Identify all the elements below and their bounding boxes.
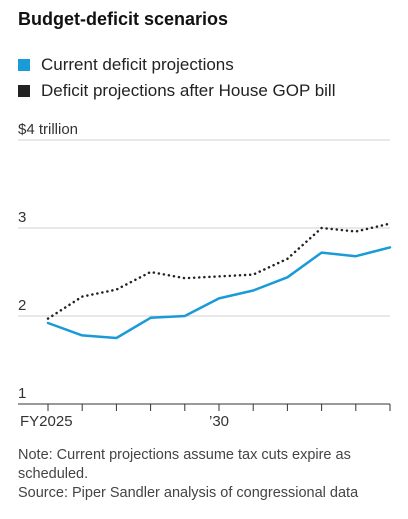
x-tick-label-0: FY2025 — [20, 413, 73, 430]
legend-label-gop-bill: Deficit projections after House GOP bill — [41, 81, 336, 100]
legend-swatch-gop-bill — [18, 85, 30, 97]
legend-item-gop-bill: Deficit projections after House GOP bill — [18, 78, 335, 104]
line-chart: $4 trillion 3 2 1 FY2025 ’30 — [18, 121, 392, 430]
legend-item-current: Current deficit projections — [18, 52, 335, 78]
series-line-current — [46, 246, 392, 340]
y-tick-label-3: 1 — [18, 385, 26, 402]
series-line-gop-bill — [46, 222, 392, 320]
y-tick-label-0: $4 trillion — [18, 121, 78, 138]
legend-swatch-current — [18, 59, 30, 71]
chart-title: Budget-deficit scenarios — [18, 9, 229, 29]
chart-legend: Current deficit projections Deficit proj… — [18, 52, 335, 104]
y-tick-label-2: 2 — [18, 297, 26, 314]
chart-notes: Note: Current projections assume tax cut… — [18, 446, 398, 503]
x-tick-label-5: ’30 — [209, 413, 229, 430]
legend-label-current: Current deficit projections — [41, 55, 234, 74]
y-tick-label-1: 3 — [18, 209, 26, 226]
chart-note: Note: Current projections assume tax cut… — [18, 447, 351, 482]
chart-source: Source: Piper Sandler analysis of congre… — [18, 485, 359, 501]
